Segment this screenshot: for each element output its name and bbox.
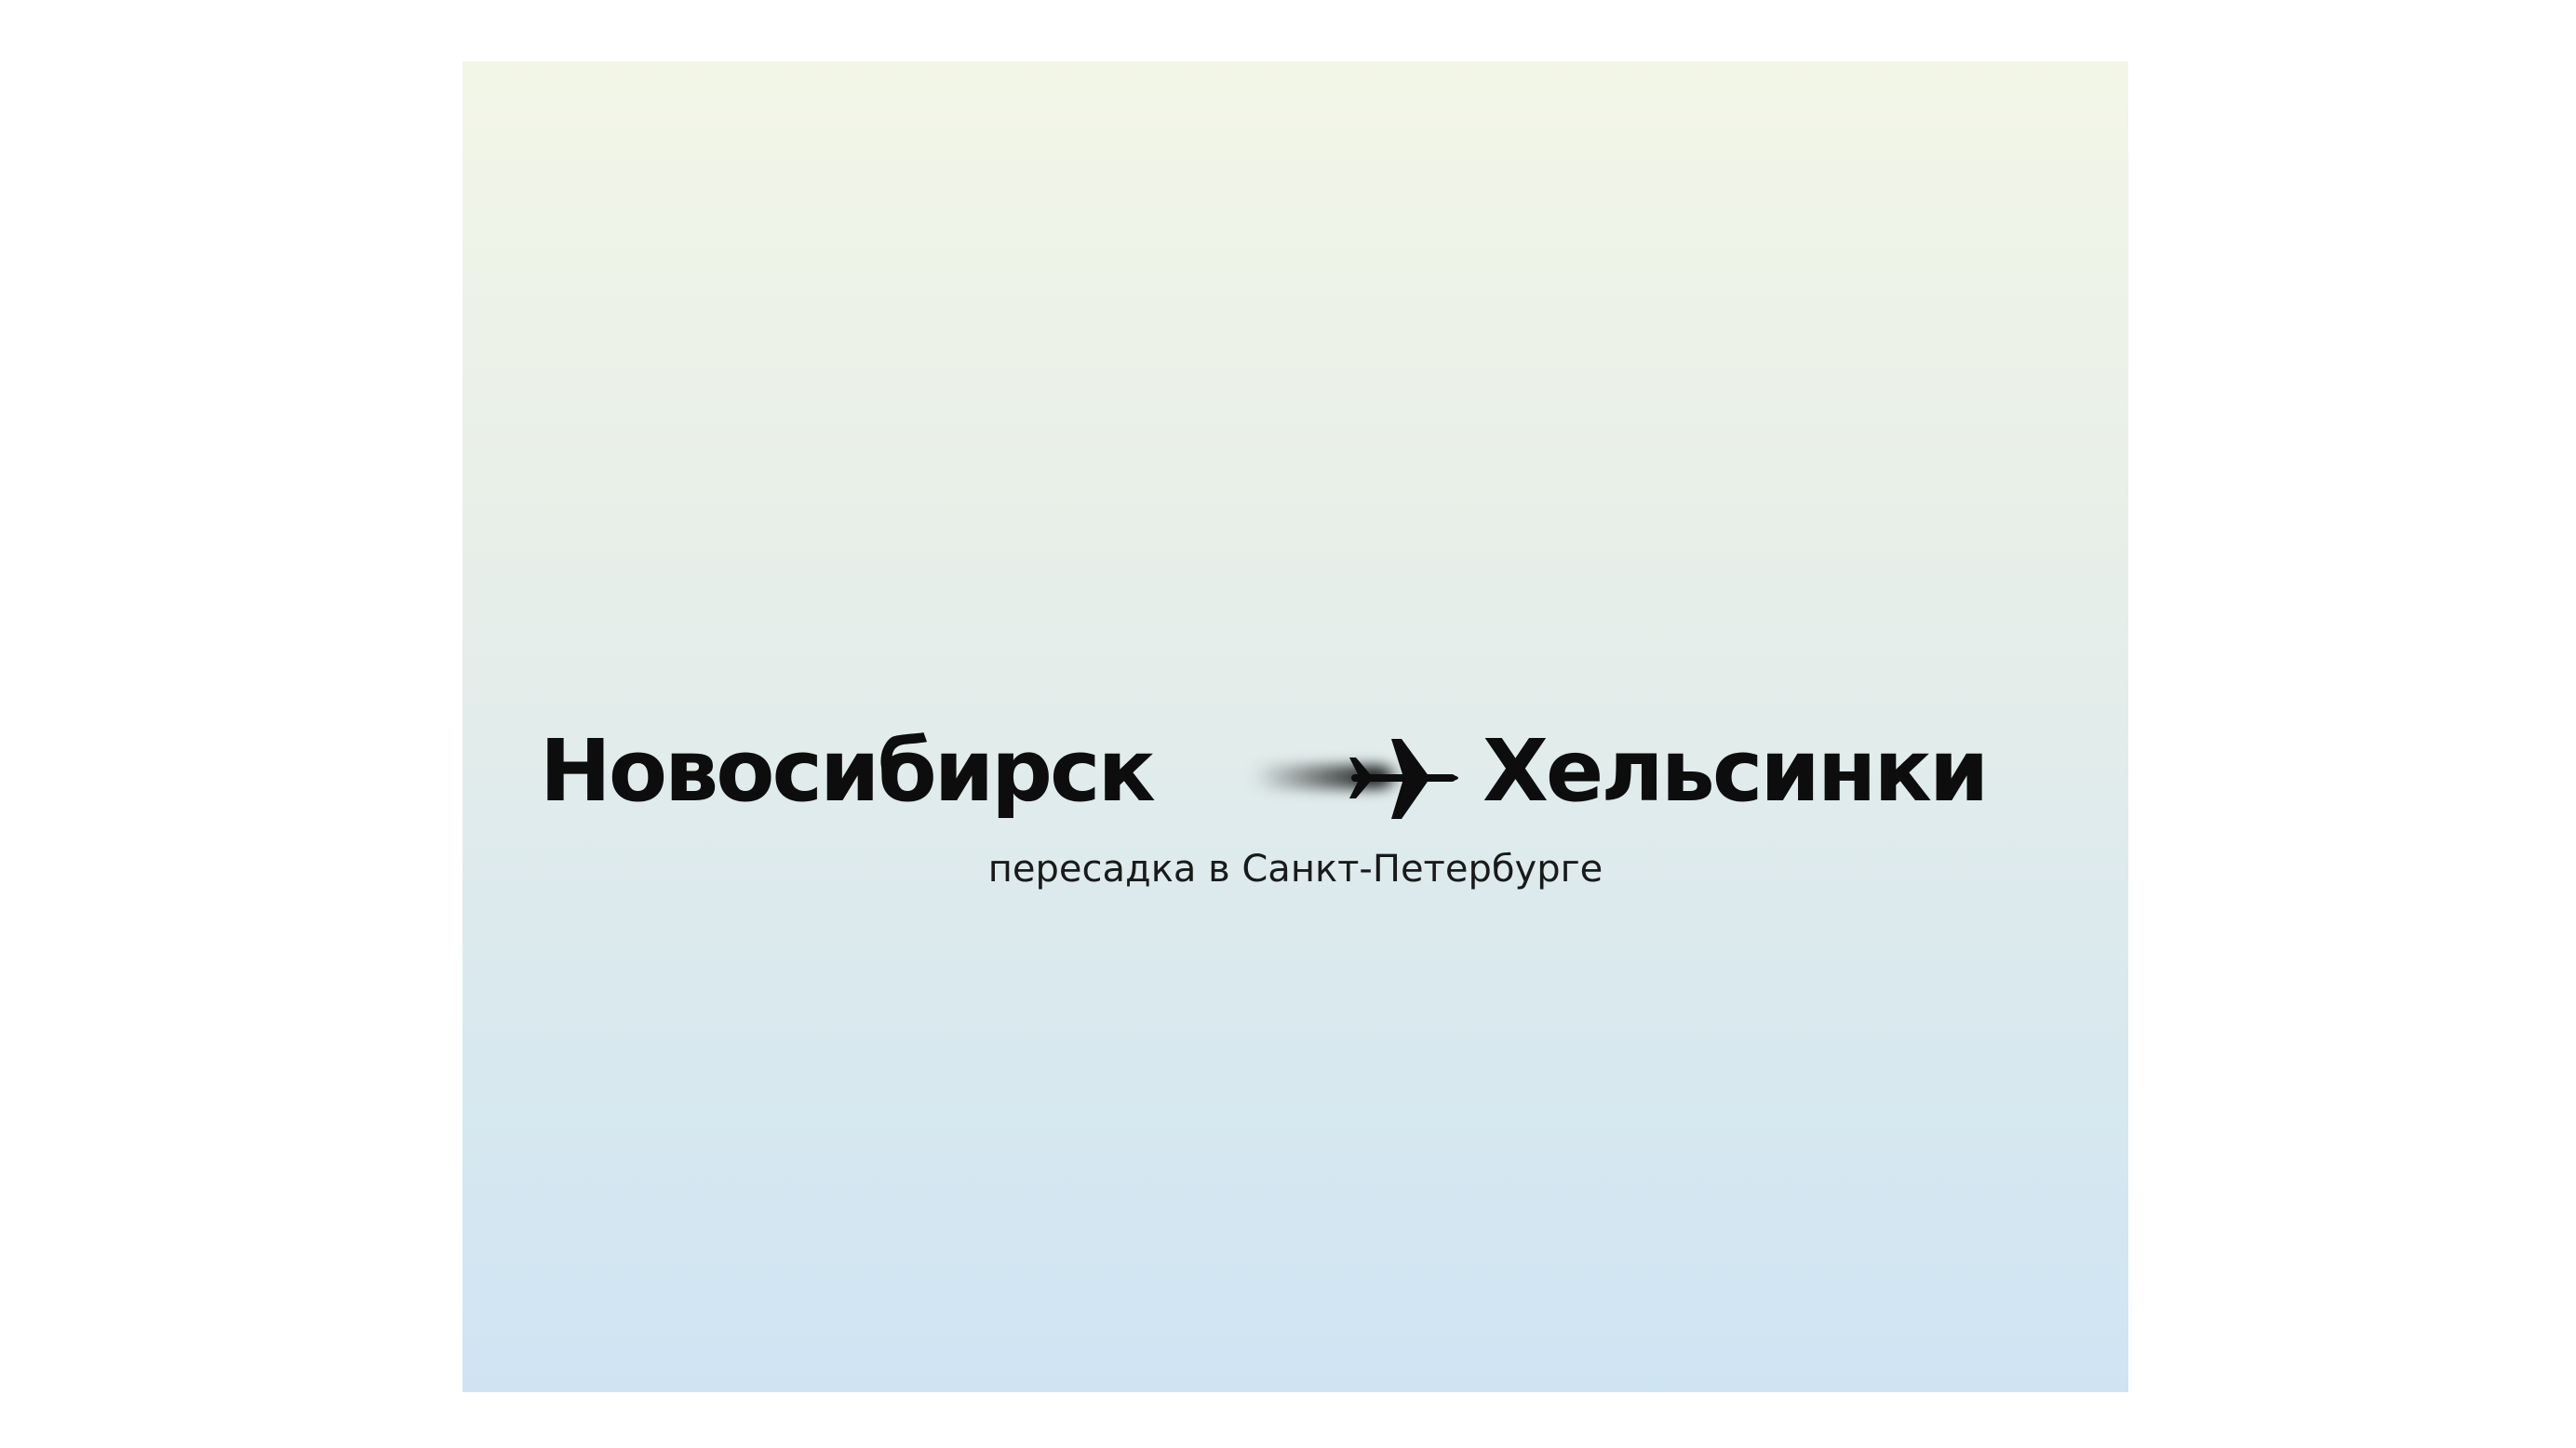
arrival-city: Хельсинки	[1483, 721, 1989, 821]
slide: Новосибирск	[463, 61, 2128, 1392]
route-line: Новосибирск	[463, 711, 2128, 832]
departure-city: Новосибирск	[539, 721, 1156, 821]
airplane-icon	[1253, 739, 1458, 819]
transfer-note: пересадка в Санкт-Петербурге	[987, 848, 1603, 891]
